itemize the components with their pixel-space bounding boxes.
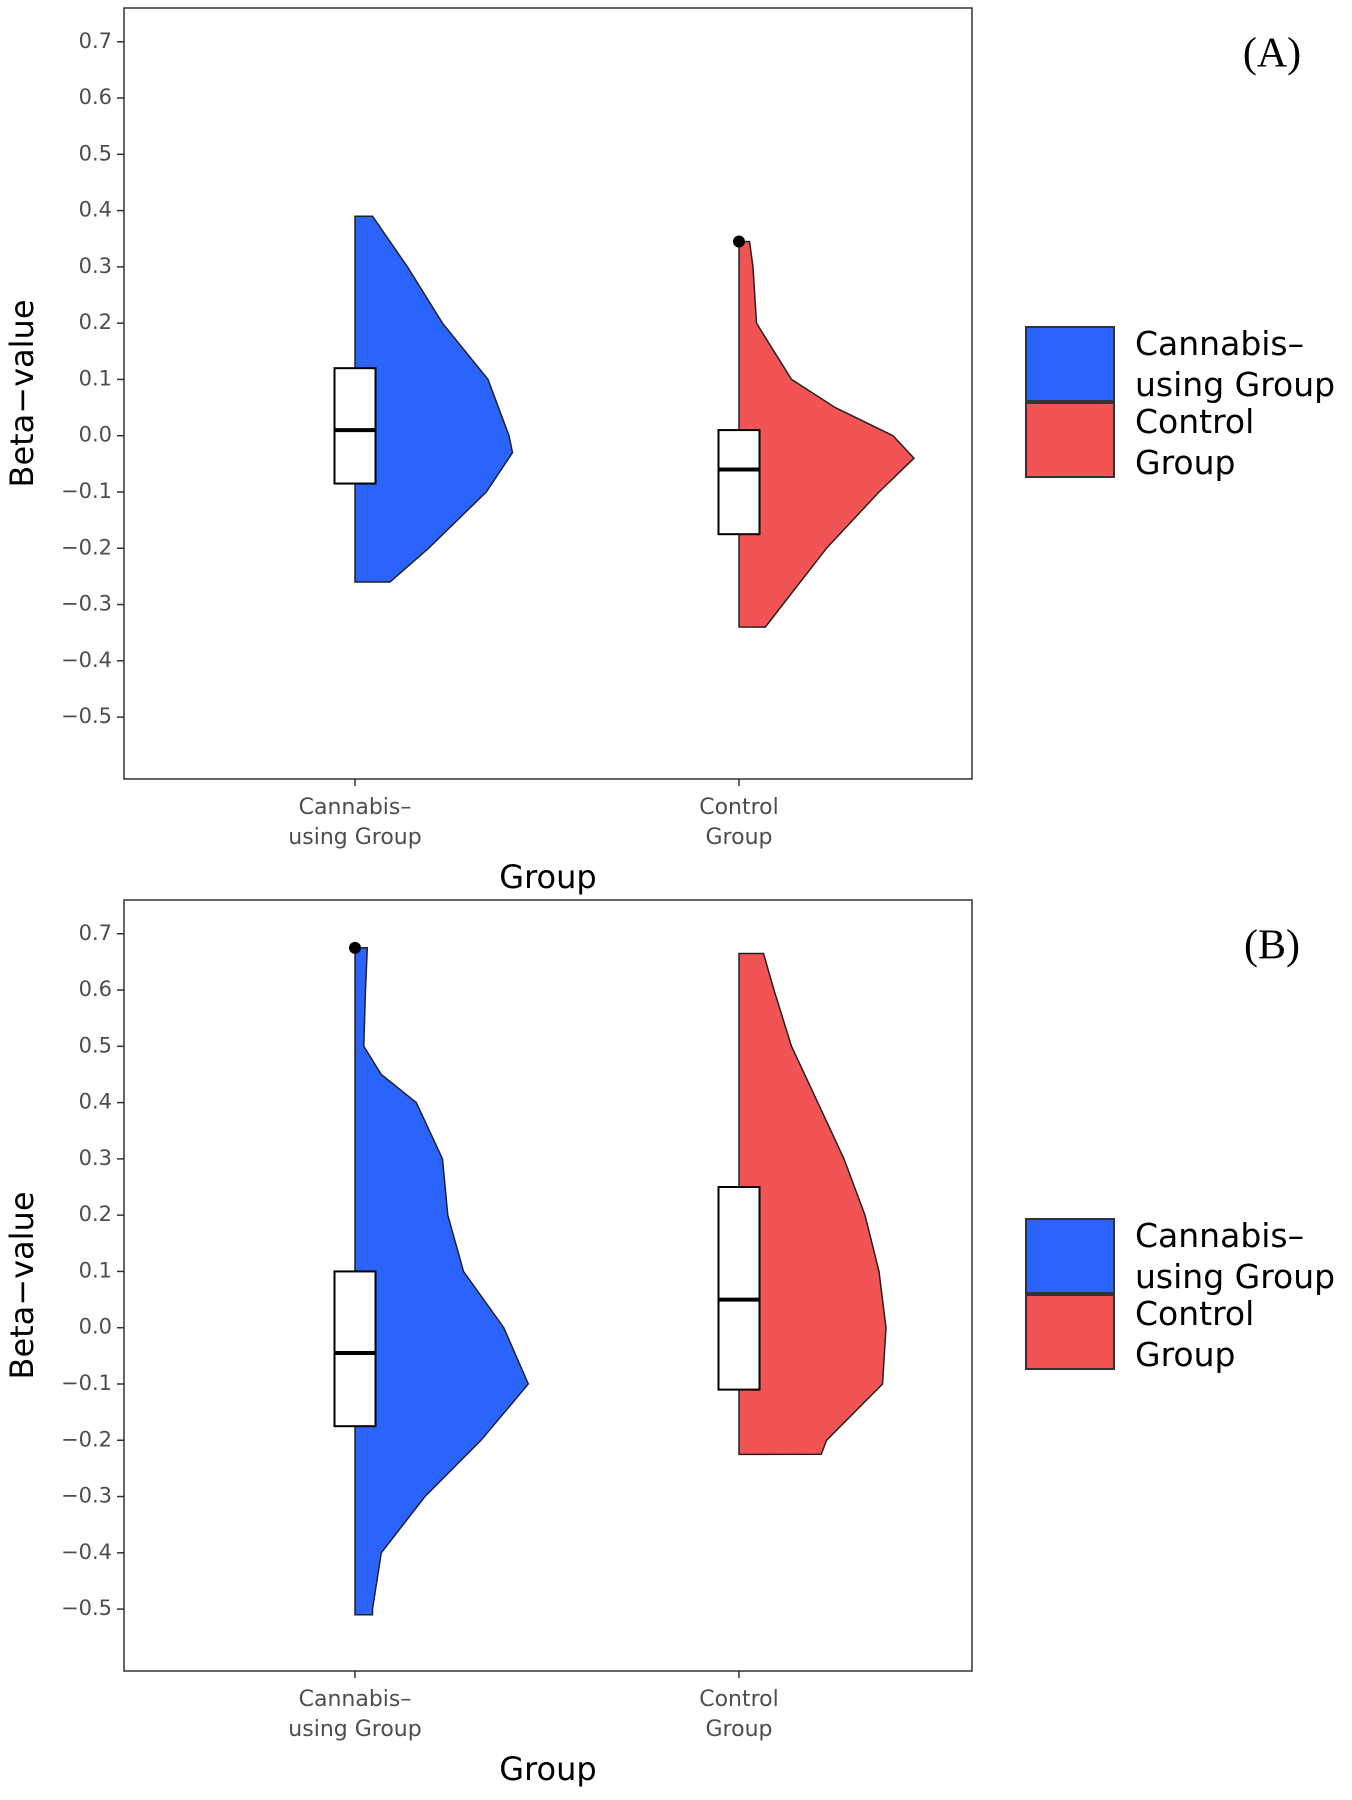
text-line: Control	[699, 795, 779, 820]
panel-label: (B)	[1244, 923, 1300, 969]
violin	[354, 947, 530, 1616]
text-line: Control	[1135, 1294, 1254, 1333]
legend-label: Control Group	[1135, 1294, 1254, 1374]
x-tick-label: Control Group	[699, 1687, 779, 1742]
text-line: Control	[699, 1687, 779, 1712]
y-tick-label: 0.2	[79, 1202, 112, 1226]
y-tick-label: −0.1	[61, 479, 112, 503]
y-axis-title: Beta−value	[3, 1191, 41, 1379]
y-tick-label: 0.5	[79, 1033, 112, 1057]
box	[717, 1186, 761, 1391]
y-tick-label: 0.3	[79, 1146, 112, 1170]
y-tick-label: −0.5	[61, 1596, 112, 1620]
y-tick-label: 0.0	[79, 423, 112, 447]
y-tick-label: −0.4	[61, 1540, 112, 1564]
y-tick-label: −0.3	[61, 1484, 112, 1508]
y-tick-label: 0.0	[79, 1315, 112, 1339]
legend-label: Cannabis– using Group	[1135, 1216, 1335, 1296]
text-line: using Group	[1135, 365, 1335, 404]
y-tick-label: 0.1	[79, 366, 112, 390]
y-tick-label: 0.4	[79, 198, 112, 222]
box	[333, 367, 377, 485]
text-line: using Group	[288, 1717, 421, 1742]
y-tick-label: 0.1	[79, 1258, 112, 1282]
text-line: using Group	[1135, 1257, 1335, 1296]
box	[717, 429, 761, 536]
text-line: Cannabis–	[1135, 324, 1304, 363]
x-axis-title: Group	[499, 1750, 596, 1788]
x-tick-label: Cannabis– using Group	[288, 1687, 421, 1742]
y-tick-label: 0.6	[79, 977, 112, 1001]
outlier	[349, 941, 361, 954]
outlier	[733, 235, 745, 248]
violin	[354, 215, 514, 583]
y-tick-label: 0.5	[79, 141, 112, 165]
x-tick-label: Cannabis– using Group	[288, 795, 421, 850]
legend-swatch	[1025, 1294, 1115, 1370]
y-tick-label: 0.2	[79, 310, 112, 334]
text-line: Group	[1135, 1335, 1235, 1374]
legend-swatch	[1025, 1218, 1115, 1294]
y-tick-label: 0.4	[79, 1090, 112, 1114]
y-tick-label: −0.2	[61, 535, 112, 559]
y-tick-label: 0.7	[79, 921, 112, 945]
plot-frame	[123, 899, 973, 1672]
text-line: Cannabis–	[1135, 1216, 1304, 1255]
y-tick-label: 0.3	[79, 254, 112, 278]
text-line: Group	[706, 825, 773, 850]
legend-swatch	[1025, 402, 1115, 478]
legend-label: Control Group	[1135, 402, 1254, 482]
text-line: Control	[1135, 402, 1254, 441]
y-tick-label: −0.4	[61, 648, 112, 672]
text-line: Cannabis–	[299, 1687, 412, 1712]
text-line: Group	[1135, 443, 1235, 482]
y-tick-label: −0.1	[61, 1371, 112, 1395]
y-axis-title: Beta−value	[3, 299, 41, 487]
text-line: Group	[706, 1717, 773, 1742]
plot-frame	[123, 7, 973, 780]
legend-swatch	[1025, 326, 1115, 402]
y-tick-label: −0.3	[61, 592, 112, 616]
violin	[738, 952, 887, 1456]
y-tick-label: −0.2	[61, 1427, 112, 1451]
y-tick-label: 0.7	[79, 29, 112, 53]
x-axis-title: Group	[499, 858, 596, 896]
text-line: using Group	[288, 825, 421, 850]
panel-label: (A)	[1243, 31, 1301, 77]
legend-label: Cannabis– using Group	[1135, 324, 1335, 404]
y-tick-label: −0.5	[61, 704, 112, 728]
text-line: Cannabis–	[299, 795, 412, 820]
violin	[738, 240, 916, 628]
box	[333, 1270, 377, 1428]
x-tick-label: Control Group	[699, 795, 779, 850]
y-tick-label: 0.6	[79, 85, 112, 109]
